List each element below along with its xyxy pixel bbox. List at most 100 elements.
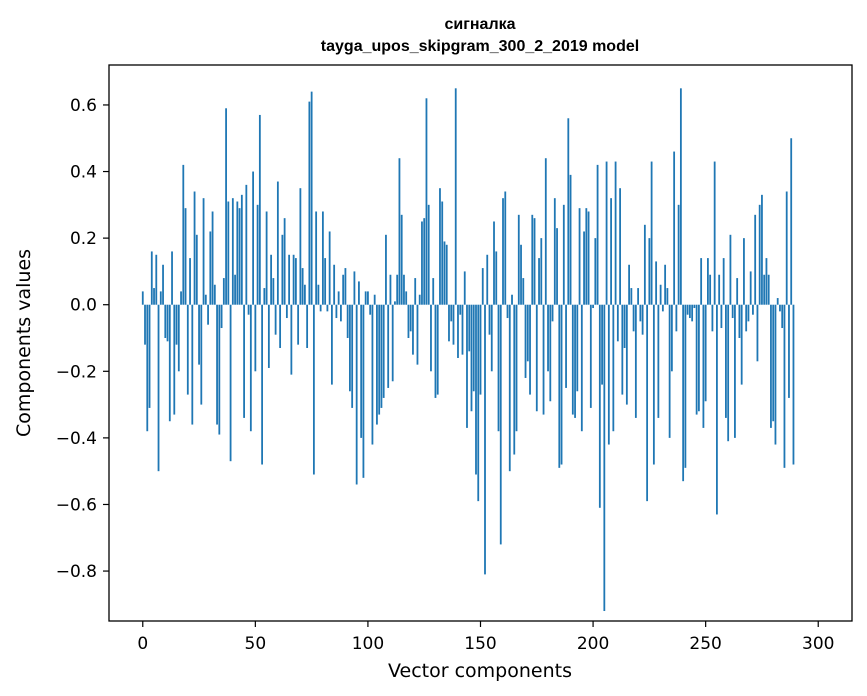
- bar: [605, 161, 608, 305]
- bar: [610, 198, 612, 305]
- bar: [157, 304, 160, 472]
- bar: [400, 214, 403, 305]
- bar: [164, 304, 167, 338]
- bar: [290, 304, 293, 375]
- bar: [220, 304, 223, 329]
- bar: [607, 304, 610, 445]
- bar: [779, 304, 781, 312]
- bar: [216, 304, 218, 425]
- bar: [340, 304, 342, 322]
- bar: [360, 304, 363, 438]
- bar: [736, 278, 739, 305]
- bar: [792, 304, 795, 465]
- x-tick-label: 300: [802, 634, 834, 654]
- bar: [182, 164, 185, 305]
- bar: [319, 304, 322, 312]
- bar: [378, 304, 381, 415]
- bar: [754, 214, 757, 305]
- bar: [632, 304, 635, 332]
- bar: [515, 304, 518, 432]
- y-axis: −0.8 −0.6 −0.4 −0.2 0.0 0.2 0.4 0.6: [56, 96, 109, 582]
- bar: [616, 304, 619, 342]
- bar: [258, 114, 261, 305]
- bar: [709, 274, 712, 305]
- bar: [285, 304, 288, 319]
- y-tick-label: −0.4: [56, 429, 97, 449]
- bar: [421, 221, 423, 305]
- bar: [211, 211, 214, 305]
- bar: [772, 304, 775, 422]
- bar: [369, 304, 372, 315]
- bar: [173, 304, 176, 415]
- bar: [477, 304, 480, 502]
- bar: [580, 304, 583, 432]
- bar: [468, 304, 471, 352]
- bar: [666, 288, 669, 305]
- bars-group: [141, 88, 795, 612]
- y-tick-label: −0.8: [56, 562, 97, 582]
- bar: [312, 304, 315, 475]
- bar: [551, 304, 554, 322]
- chart-title-line1: сигналка: [444, 16, 515, 33]
- bar: [621, 304, 624, 395]
- bar: [704, 304, 707, 402]
- bar: [565, 304, 567, 388]
- bar: [574, 304, 576, 418]
- bar: [265, 211, 268, 305]
- bar: [585, 208, 588, 305]
- bar: [162, 264, 164, 305]
- bar: [299, 188, 302, 305]
- bar: [436, 304, 439, 395]
- bar: [186, 304, 189, 395]
- bar: [614, 161, 617, 305]
- bar: [213, 284, 216, 305]
- bar: [698, 304, 700, 412]
- bar: [693, 304, 696, 309]
- bar: [141, 291, 144, 305]
- x-tick-label: 100: [352, 634, 384, 654]
- bar: [542, 304, 545, 415]
- bar: [270, 254, 273, 305]
- bar: [481, 268, 484, 305]
- bar: [439, 188, 441, 305]
- bar: [722, 258, 725, 305]
- bar: [200, 304, 203, 405]
- bar: [522, 278, 525, 305]
- bar: [727, 304, 730, 442]
- bar: [342, 274, 345, 305]
- bar: [243, 304, 245, 418]
- bar: [225, 108, 227, 305]
- bar: [716, 304, 718, 515]
- bar: [195, 234, 198, 305]
- bar: [729, 234, 732, 305]
- bar: [261, 304, 263, 465]
- bar: [367, 291, 369, 305]
- bar: [713, 161, 716, 305]
- bar: [535, 304, 538, 412]
- bar: [628, 264, 630, 305]
- bar: [641, 304, 644, 335]
- bar: [612, 304, 615, 432]
- bar: [661, 304, 664, 312]
- bar: [351, 304, 354, 408]
- x-axis-label: Vector components: [388, 660, 572, 682]
- bar: [254, 304, 257, 372]
- bar: [504, 191, 507, 305]
- bar: [578, 208, 581, 305]
- bar: [493, 221, 495, 305]
- bar: [623, 304, 626, 348]
- y-tick-label: −0.2: [56, 362, 97, 382]
- bar: [308, 101, 311, 305]
- bar: [376, 304, 378, 425]
- bar: [688, 304, 691, 319]
- bar: [229, 304, 232, 462]
- bar: [598, 304, 601, 508]
- bar: [655, 261, 658, 305]
- bar: [488, 304, 491, 335]
- bar: [281, 234, 284, 305]
- bar: [747, 304, 750, 322]
- bar: [144, 304, 146, 345]
- bar: [648, 238, 651, 305]
- bar: [470, 304, 473, 412]
- bar: [418, 294, 421, 305]
